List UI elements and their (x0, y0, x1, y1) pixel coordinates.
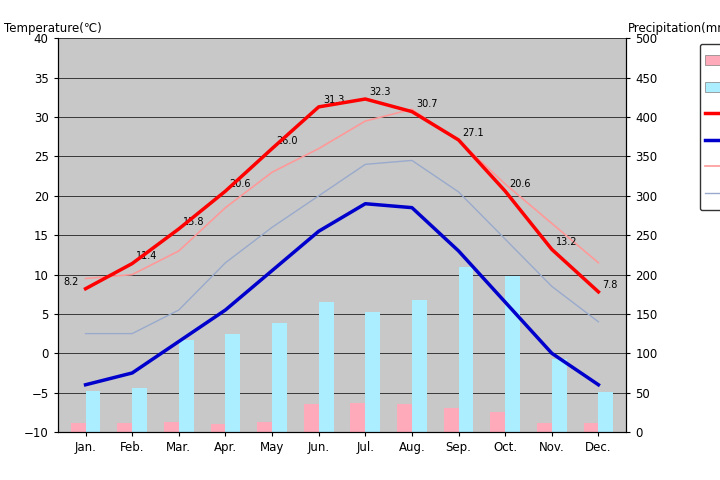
Tokyo, Japan
Low Temp. (268, 225, 276, 230)
Tokyo, Japan
Low Temp. (221, 260, 230, 265)
Tokyo, Japan
High Temp. (361, 118, 369, 124)
Tokyo, Japan
High Temp. (547, 220, 556, 226)
Tokyo, Japan
Low Temp. (128, 331, 137, 336)
Tokyo, Japan
High Temp. (221, 205, 230, 211)
Bar (117, 423, 132, 432)
Albuquerque
High Temp. (501, 188, 510, 194)
Bar (257, 422, 272, 432)
Tokyo, Japan
Low Temp. (454, 189, 463, 195)
Albuquerque
High Temp. (547, 247, 556, 252)
Albuquerque
Low Temp. (408, 205, 416, 211)
Text: 32.3: 32.3 (369, 87, 391, 97)
Tokyo, Japan
Low Temp. (547, 284, 556, 289)
Bar (304, 405, 319, 432)
Albuquerque
Low Temp. (268, 268, 276, 274)
Albuquerque
High Temp. (268, 146, 276, 152)
Bar (210, 424, 225, 432)
Bar (179, 340, 194, 432)
Bar (132, 388, 147, 432)
Bar (444, 408, 459, 432)
Text: Precipitation(mm): Precipitation(mm) (628, 22, 720, 35)
Text: 15.8: 15.8 (183, 217, 204, 227)
Text: 31.3: 31.3 (323, 95, 344, 105)
Albuquerque
High Temp. (408, 109, 416, 115)
Text: 30.7: 30.7 (416, 99, 438, 109)
Tokyo, Japan
High Temp. (128, 272, 137, 277)
Legend: Albuquerque
Prcp., Tokyo, Japan
Prcp., Albuquerque
High Temp., Albuquerque
Low T: Albuquerque Prcp., Tokyo, Japan Prcp., A… (700, 44, 720, 210)
Bar (164, 422, 179, 432)
Tokyo, Japan
High Temp. (408, 107, 416, 112)
Text: 11.4: 11.4 (136, 252, 158, 262)
Bar (397, 405, 412, 432)
Bar (583, 422, 598, 432)
Bar (86, 391, 101, 432)
Tokyo, Japan
Low Temp. (81, 331, 90, 336)
Bar (319, 302, 333, 432)
Text: 20.6: 20.6 (230, 179, 251, 189)
Albuquerque
High Temp. (81, 286, 90, 292)
Albuquerque
Low Temp. (454, 248, 463, 254)
Bar (598, 392, 613, 432)
Albuquerque
Low Temp. (501, 299, 510, 305)
Bar (537, 422, 552, 432)
Tokyo, Japan
High Temp. (315, 146, 323, 152)
Bar (272, 324, 287, 432)
Text: 20.6: 20.6 (509, 179, 531, 189)
Bar (490, 412, 505, 432)
Tokyo, Japan
Low Temp. (315, 193, 323, 199)
Line: Albuquerque
Low Temp.: Albuquerque Low Temp. (86, 204, 598, 385)
Bar (225, 334, 240, 432)
Tokyo, Japan
Low Temp. (594, 319, 603, 324)
Bar (351, 403, 365, 432)
Tokyo, Japan
High Temp. (174, 248, 183, 254)
Albuquerque
High Temp. (594, 289, 603, 295)
Line: Tokyo, Japan
High Temp.: Tokyo, Japan High Temp. (86, 109, 598, 278)
Tokyo, Japan
Low Temp. (174, 307, 183, 313)
Albuquerque
Low Temp. (81, 382, 90, 388)
Text: 13.2: 13.2 (556, 237, 577, 247)
Albuquerque
High Temp. (128, 261, 137, 266)
Line: Tokyo, Japan
Low Temp.: Tokyo, Japan Low Temp. (86, 160, 598, 334)
Albuquerque
Low Temp. (361, 201, 369, 206)
Bar (71, 422, 86, 432)
Albuquerque
Low Temp. (221, 307, 230, 313)
Albuquerque
High Temp. (221, 188, 230, 194)
Albuquerque
High Temp. (174, 226, 183, 232)
Tokyo, Japan
Low Temp. (361, 161, 369, 167)
Tokyo, Japan
Low Temp. (501, 236, 510, 242)
Tokyo, Japan
High Temp. (454, 138, 463, 144)
Text: 26.0: 26.0 (276, 136, 298, 146)
Tokyo, Japan
Low Temp. (408, 157, 416, 163)
Albuquerque
Low Temp. (174, 338, 183, 344)
Tokyo, Japan
High Temp. (81, 276, 90, 281)
Bar (459, 267, 474, 432)
Tokyo, Japan
High Temp. (268, 169, 276, 175)
Tokyo, Japan
High Temp. (594, 260, 603, 265)
Bar (505, 276, 520, 432)
Text: Temperature(℃): Temperature(℃) (4, 22, 102, 35)
Albuquerque
High Temp. (361, 96, 369, 102)
Line: Albuquerque
High Temp.: Albuquerque High Temp. (86, 99, 598, 292)
Albuquerque
Low Temp. (315, 228, 323, 234)
Albuquerque
High Temp. (454, 137, 463, 143)
Tokyo, Japan
High Temp. (501, 181, 510, 187)
Albuquerque
Low Temp. (128, 370, 137, 376)
Bar (552, 359, 567, 432)
Text: 8.2: 8.2 (63, 276, 78, 287)
Albuquerque
Low Temp. (547, 350, 556, 356)
Albuquerque
Low Temp. (594, 382, 603, 388)
Albuquerque
High Temp. (315, 104, 323, 110)
Text: 7.8: 7.8 (603, 280, 618, 290)
Bar (412, 300, 427, 432)
Bar (365, 312, 380, 432)
Text: 27.1: 27.1 (463, 128, 485, 138)
